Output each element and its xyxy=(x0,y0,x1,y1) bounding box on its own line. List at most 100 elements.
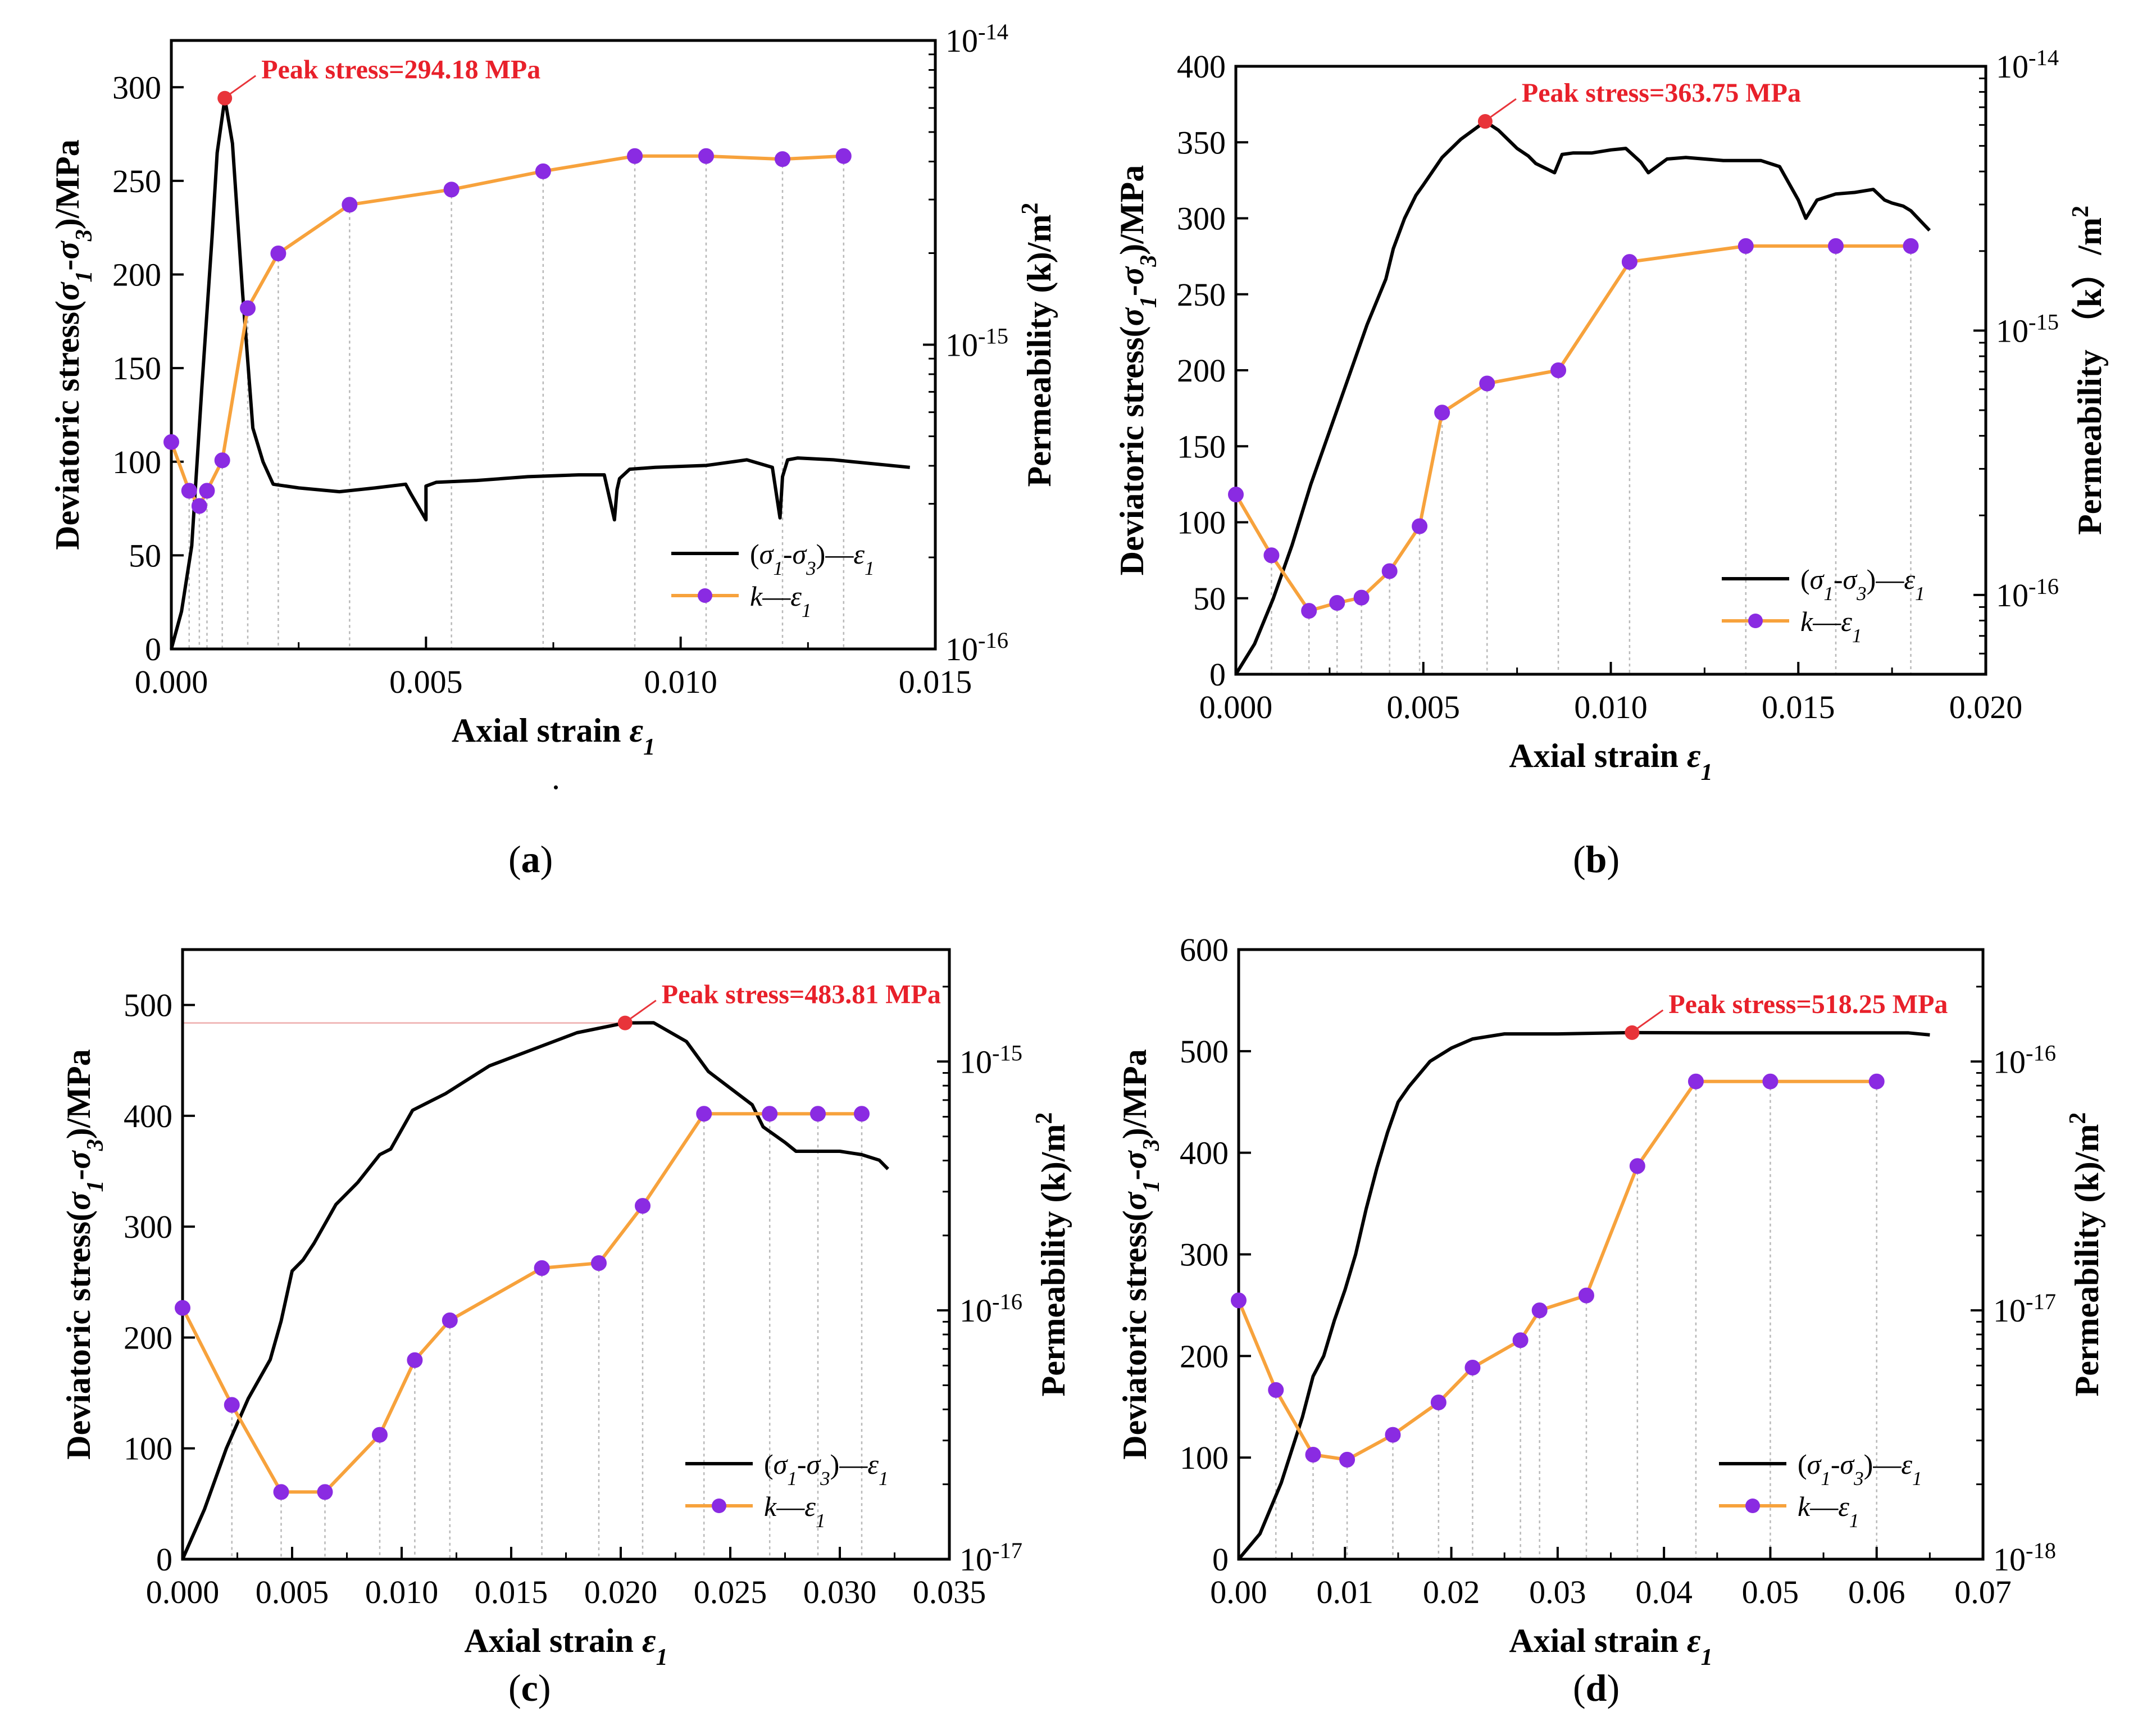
x-tick-label: 0.015 xyxy=(899,664,972,700)
x-tick-label: 0.005 xyxy=(1387,689,1461,725)
permeability-point xyxy=(372,1427,388,1443)
x-tick-label: 0.015 xyxy=(475,1574,548,1610)
legend-permeability-marker xyxy=(1748,614,1763,628)
y-left-tick-label: 600 xyxy=(1180,932,1229,968)
permeability-point xyxy=(775,151,790,167)
permeability-point xyxy=(1550,362,1567,378)
y-left-axis-title: Deviatoric stress(σ1-σ3)/MPa xyxy=(60,1049,108,1459)
y-left-tick-label: 400 xyxy=(1177,48,1226,85)
permeability-point xyxy=(163,434,179,450)
permeability-point xyxy=(1531,1302,1548,1319)
y-left-tick-label: 0 xyxy=(156,1541,172,1578)
legend-permeability-marker xyxy=(712,1499,726,1513)
peak-annotation: Peak stress=294.18 MPa xyxy=(261,55,540,85)
y-right-tick-label: 10-15 xyxy=(959,1040,1022,1080)
y-right-tick-label: 10-16 xyxy=(1993,1040,2056,1080)
peak-point xyxy=(617,1015,633,1030)
y-left-tick-label: 100 xyxy=(1180,1440,1229,1476)
legend-permeability-label: k—ε1 xyxy=(1800,606,1862,647)
peak-point xyxy=(1625,1025,1640,1040)
peak-pointer xyxy=(1490,98,1517,118)
y-left-tick-label: 100 xyxy=(1177,505,1226,541)
y-right-tick-label: 10-15 xyxy=(1996,309,2059,349)
peak-point xyxy=(1477,114,1493,129)
legend-permeability-marker xyxy=(698,588,712,603)
stress-strain-curve xyxy=(1234,120,1931,675)
permeability-point xyxy=(1329,594,1345,611)
x-tick-label: 0.005 xyxy=(256,1574,329,1610)
permeability-point xyxy=(1828,238,1844,254)
permeability-curve xyxy=(1237,1079,1877,1461)
permeability-point xyxy=(1629,1158,1645,1174)
x-tick-label: 0.020 xyxy=(584,1574,658,1610)
permeability-point xyxy=(1231,1292,1247,1309)
permeability-point xyxy=(698,148,714,164)
x-tick-label: 0.000 xyxy=(146,1574,220,1610)
permeability-point xyxy=(1268,1382,1284,1398)
permeability-point xyxy=(1339,1451,1356,1468)
y-left-tick-label: 250 xyxy=(112,163,161,199)
permeability-point xyxy=(535,163,551,179)
y-left-tick-label: 300 xyxy=(1177,201,1226,237)
y-left-tick-label: 500 xyxy=(124,987,172,1024)
permeability-point xyxy=(270,246,286,262)
x-tick-label: 0.000 xyxy=(135,664,208,700)
y-left-tick-label: 0 xyxy=(1212,1541,1229,1578)
permeability-point xyxy=(224,1397,240,1413)
legend-permeability-label: k—ε1 xyxy=(764,1491,825,1532)
y-left-tick-label: 200 xyxy=(1180,1338,1229,1374)
x-tick-label: 0.010 xyxy=(644,664,717,700)
panel-label-a: (a) xyxy=(508,838,553,880)
y-left-axis-title: Deviatoric stress(σ1-σ3)/MPa xyxy=(1116,1049,1165,1459)
permeability-point xyxy=(627,148,643,164)
panel-label-c: (c) xyxy=(508,1667,551,1709)
permeability-point xyxy=(696,1106,712,1122)
y-left-tick-label: 200 xyxy=(1177,352,1226,389)
peak-annotation: Peak stress=483.81 MPa xyxy=(662,980,941,1010)
y-right-axis-title: Permeability （k）/m2 xyxy=(2068,206,2108,535)
stress-strain-curve xyxy=(170,97,910,650)
y-right-tick-label: 10-16 xyxy=(1996,573,2059,614)
permeability-point xyxy=(1301,603,1317,619)
x-tick-label: 0.02 xyxy=(1423,1574,1480,1610)
permeability-point xyxy=(1737,238,1754,254)
x-tick-label: 0.00 xyxy=(1210,1574,1267,1610)
y-left-tick-label: 500 xyxy=(1180,1033,1229,1070)
permeability-point xyxy=(1464,1360,1481,1375)
permeability-point xyxy=(1687,1073,1704,1089)
y-left-axis-title: Deviatoric stress(σ1-σ3)/MPa xyxy=(49,139,97,550)
legend-stress-label: (σ1-σ3)—ε1 xyxy=(750,538,875,579)
y-right-tick-label: 10-16 xyxy=(945,628,1008,668)
peak-pointer xyxy=(230,75,257,94)
y-right-tick-label: 10-15 xyxy=(945,323,1008,364)
peak-pointer xyxy=(630,1000,657,1019)
x-tick-label: 0.04 xyxy=(1635,1574,1693,1610)
y-right-tick-label: 10-18 xyxy=(1993,1538,2056,1578)
permeability-point xyxy=(1412,518,1428,534)
x-tick-label: 0.035 xyxy=(913,1574,986,1610)
x-tick-label: 0.000 xyxy=(1199,689,1273,725)
y-right-axis-title: Permeability (k)/m2 xyxy=(1017,203,1058,487)
legend-stress-label: (σ1-σ3)—ε1 xyxy=(1798,1449,1922,1490)
y-left-tick-label: 200 xyxy=(112,257,161,293)
permeability-point xyxy=(1430,1395,1447,1410)
chart-panel-d: 0.00 0.01 0.02 0.03 0.04 0.05 0.06 0.07 0 100 200 3… xyxy=(1116,932,2105,1670)
y-left-tick-label: 50 xyxy=(129,537,161,574)
y-left-axis-title: Deviatoric stress(σ1-σ3)/MPa xyxy=(1113,165,1162,575)
permeability-point xyxy=(407,1352,423,1368)
x-tick-label: 0.07 xyxy=(1954,1574,2012,1610)
permeability-curve xyxy=(1234,244,1911,613)
x-tick-label: 0.03 xyxy=(1529,1574,1586,1610)
permeability-point xyxy=(635,1198,651,1214)
peak-annotation: Peak stress=518.25 MPa xyxy=(1668,989,1948,1019)
legend-permeability-marker xyxy=(1745,1499,1760,1513)
y-left-tick-label: 100 xyxy=(112,444,161,480)
y-right-axis-title: Permeability (k)/m2 xyxy=(2065,1113,2105,1397)
x-tick-label: 0.01 xyxy=(1317,1574,1374,1610)
permeability-point xyxy=(1512,1332,1529,1348)
x-tick-label: 0.015 xyxy=(1762,689,1835,725)
y-right-tick-label: 10-14 xyxy=(945,19,1008,60)
x-tick-label: 0.010 xyxy=(365,1574,439,1610)
permeability-point xyxy=(1479,375,1495,392)
permeability-point xyxy=(1434,405,1450,421)
